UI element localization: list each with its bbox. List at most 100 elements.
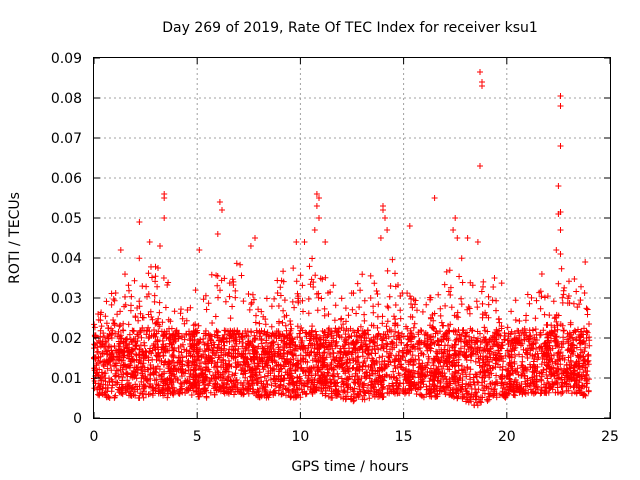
data-point xyxy=(528,294,535,301)
data-point xyxy=(305,296,312,302)
data-point xyxy=(550,298,557,305)
data-point xyxy=(525,338,532,345)
data-point xyxy=(516,318,523,324)
data-point xyxy=(438,366,445,372)
data-point xyxy=(282,322,289,329)
data-point xyxy=(312,272,319,279)
data-point xyxy=(549,358,556,365)
data-point xyxy=(332,325,339,332)
data-point xyxy=(156,323,163,330)
y-tick-label: 0.01 xyxy=(51,371,82,387)
data-point xyxy=(375,346,382,353)
data-point xyxy=(472,358,479,365)
data-point xyxy=(529,327,536,333)
data-point xyxy=(577,297,584,304)
data-point xyxy=(356,386,363,393)
data-point xyxy=(582,368,589,374)
data-point xyxy=(486,362,493,369)
data-point xyxy=(371,280,378,287)
data-point xyxy=(232,287,239,294)
data-point xyxy=(391,373,398,380)
data-point xyxy=(113,367,120,374)
data-point xyxy=(315,290,322,297)
data-point xyxy=(565,354,572,361)
data-point xyxy=(569,334,576,341)
data-point xyxy=(152,273,159,280)
data-point xyxy=(460,327,467,333)
data-point xyxy=(437,312,444,319)
data-point xyxy=(471,379,478,385)
data-point xyxy=(261,373,268,380)
data-point xyxy=(192,321,199,328)
data-point xyxy=(332,302,339,309)
data-point xyxy=(343,337,350,344)
data-point xyxy=(240,298,247,305)
data-point xyxy=(479,394,486,401)
data-point xyxy=(196,393,203,400)
data-point xyxy=(529,352,536,359)
data-point xyxy=(97,327,104,334)
data-point xyxy=(296,330,303,337)
data-point xyxy=(280,268,287,275)
data-point xyxy=(579,339,586,346)
data-point xyxy=(307,281,314,288)
data-point xyxy=(160,275,167,281)
data-point xyxy=(222,298,229,305)
data-point xyxy=(561,327,567,334)
y-axis-label: ROTI / TECUs xyxy=(7,192,23,284)
data-point xyxy=(387,346,393,353)
data-point xyxy=(232,364,239,371)
data-point xyxy=(128,302,134,309)
data-point xyxy=(97,317,104,324)
data-point xyxy=(136,303,143,310)
data-point xyxy=(456,348,463,355)
data-point xyxy=(226,293,233,300)
data-point xyxy=(195,322,202,329)
data-point xyxy=(418,392,425,399)
data-point xyxy=(490,284,497,290)
data-point xyxy=(327,329,334,336)
data-point xyxy=(235,345,242,352)
data-point xyxy=(132,336,139,342)
data-point xyxy=(244,361,251,368)
data-point xyxy=(262,316,269,323)
data-point xyxy=(325,311,332,318)
data-point xyxy=(586,342,593,349)
data-point xyxy=(361,317,368,324)
data-point xyxy=(367,295,374,301)
data-point xyxy=(364,327,371,334)
data-point xyxy=(153,376,160,383)
data-point xyxy=(248,366,255,373)
data-point xyxy=(379,337,386,344)
data-point xyxy=(211,391,218,398)
data-point xyxy=(345,341,352,348)
y-tick-label: 0 xyxy=(73,411,82,427)
data-point xyxy=(451,312,458,319)
data-point xyxy=(148,314,155,320)
data-point xyxy=(151,298,158,305)
data-point xyxy=(226,280,233,287)
data-point xyxy=(265,370,272,377)
data-point xyxy=(103,339,110,346)
data-point xyxy=(465,399,472,406)
data-point xyxy=(369,365,376,372)
data-point xyxy=(111,363,118,370)
data-point xyxy=(473,298,480,305)
data-point xyxy=(202,292,209,299)
data-point xyxy=(522,378,528,385)
data-point xyxy=(248,329,255,336)
data-point xyxy=(442,302,449,309)
data-point xyxy=(481,361,488,368)
data-point xyxy=(413,381,420,388)
data-point xyxy=(221,331,228,338)
data-point xyxy=(533,331,540,338)
data-point xyxy=(268,303,275,310)
data-point xyxy=(165,316,172,323)
data-point xyxy=(256,369,263,376)
data-point xyxy=(251,360,258,367)
data-point xyxy=(112,360,119,367)
data-point xyxy=(214,282,221,289)
data-point xyxy=(175,348,182,355)
data-point xyxy=(483,366,490,373)
data-point xyxy=(290,356,297,362)
